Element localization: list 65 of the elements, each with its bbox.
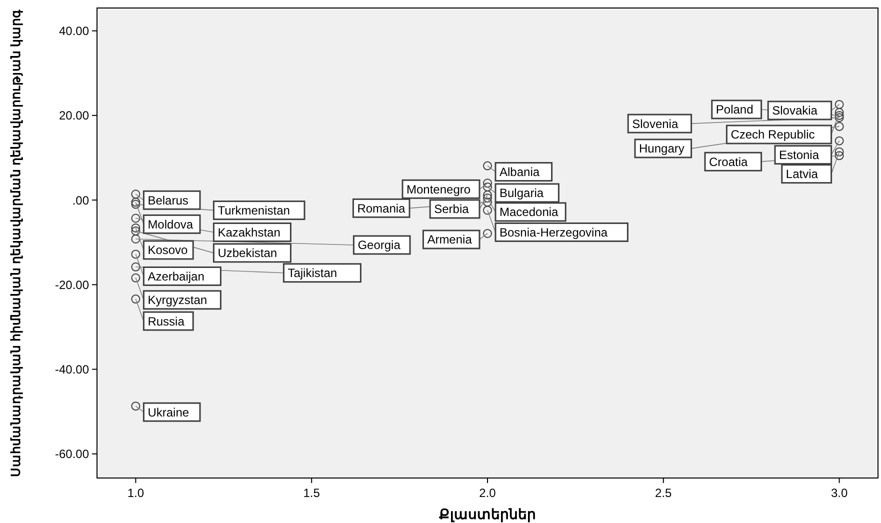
point [131,226,140,236]
annotation: Albania [500,164,540,179]
x-tick-label: 1.5 [303,486,320,500]
point [131,262,140,272]
point [834,151,844,160]
y-axis-title: Սահմանադրական հիմնական ղեկավարման ղեկավարության կարգ [8,9,23,477]
annotation: Belarus [148,193,188,208]
point [131,190,140,199]
y-tick-label: -60.00 [54,447,90,462]
point [483,161,492,170]
point [834,136,844,146]
annotation: Estonia [779,148,820,162]
point [131,294,140,304]
annotation: Romania [357,201,406,216]
point [131,234,140,244]
point [131,200,140,209]
annotation: Kyrgyzstan [148,293,208,308]
annotation: Bulgaria [500,186,544,200]
annotation: Moldova [148,217,194,232]
point [483,198,492,207]
annotation: Uzbekistan [218,246,278,260]
point [483,178,492,188]
x-axis-title: Քլաստերներ [439,506,536,523]
annotation: Kosovo [148,243,188,258]
point [483,193,492,202]
point [483,228,492,238]
annotation: Latvia [786,167,818,182]
point [131,198,140,207]
point [834,100,844,109]
annotation: Tajikistan [288,266,338,280]
annotation: Poland [716,102,754,117]
x-tick-label: 1.0 [127,486,144,500]
annotation: Hungary [639,142,684,156]
annotation: Slovakia [772,104,818,118]
point [131,214,140,223]
point [131,250,140,259]
x-tick-label: 3.0 [830,486,848,500]
annotation: Czech Republic [730,128,815,142]
annotation: Turkmenistan [218,203,290,218]
point [483,206,492,215]
y-tick-label: 20.00 [58,108,90,123]
annotation: Croatia [709,154,748,169]
annotation: Azerbaijan [148,269,204,284]
point [483,190,492,200]
y-tick-label: -20.00 [54,278,90,292]
point [131,273,140,282]
annotation: Georgia [358,238,401,252]
point [131,223,140,232]
annotation: Russia [148,314,185,328]
annotation: Montenegro [406,182,471,196]
annotation: Serbia [434,202,470,216]
point [483,182,492,192]
x-tick-label: 2.5 [655,486,672,500]
annotation: Kazakhstan [218,225,280,240]
point [131,402,140,411]
y-tick-label: -40.00 [54,362,90,376]
annotation: Slovenia [632,116,678,131]
annotation: Ukraine [148,405,190,420]
y-tick-label: .00 [72,193,90,208]
annotation: Macedonia [500,205,559,220]
annotation: Armenia [427,232,472,247]
point [834,147,844,156]
x-tick-label: 2.0 [479,486,496,500]
annotation: Bosnia-Herzegovina [500,225,608,240]
y-tick-label: 40.00 [58,24,90,38]
